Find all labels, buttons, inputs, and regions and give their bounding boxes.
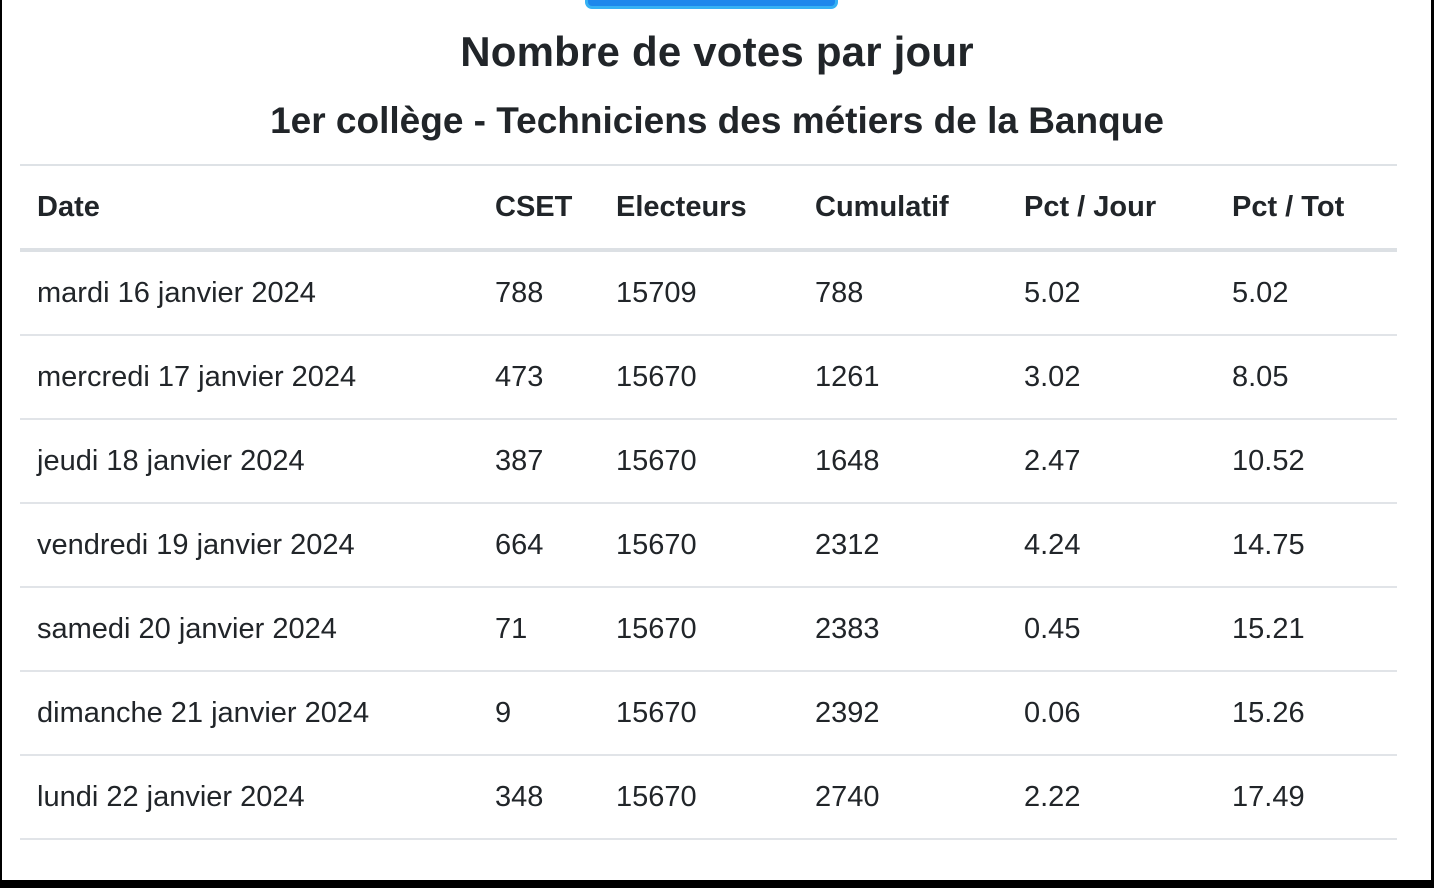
cell-pct-jour: 2.47: [1007, 419, 1215, 504]
cell-pct-jour: 4.24: [1007, 503, 1215, 588]
page-title: Nombre de votes par jour: [460, 28, 974, 75]
cell-date: samedi 20 janvier 2024: [20, 587, 478, 672]
cell-date: mardi 16 janvier 2024: [20, 250, 478, 336]
cell-electeurs: 15670: [599, 671, 798, 756]
cell-cset: 788: [478, 250, 599, 336]
cell-cumulatif: 1648: [798, 419, 1007, 504]
votes-per-day-table: Date CSET Electeurs Cumulatif Pct / Jour…: [20, 164, 1397, 840]
cell-pct-tot: 8.05: [1215, 335, 1397, 420]
cell-date: vendredi 19 janvier 2024: [20, 503, 478, 588]
table-body: mardi 16 janvier 2024 788 15709 788 5.02…: [20, 250, 1397, 840]
cell-pct-tot: 17.49: [1215, 755, 1397, 840]
col-header-cset: CSET: [478, 165, 599, 252]
cell-cumulatif: 2740: [798, 755, 1007, 840]
header-row: Date CSET Electeurs Cumulatif Pct / Jour…: [20, 165, 1397, 252]
cell-electeurs: 15670: [599, 419, 798, 504]
cell-cumulatif: 2392: [798, 671, 1007, 756]
cell-pct-jour: 2.22: [1007, 755, 1215, 840]
cell-cset: 387: [478, 419, 599, 504]
cell-cumulatif: 2312: [798, 503, 1007, 588]
cell-electeurs: 15670: [599, 587, 798, 672]
cell-pct-jour: 0.06: [1007, 671, 1215, 756]
cell-date: mercredi 17 janvier 2024: [20, 335, 478, 420]
cell-electeurs: 15709: [599, 250, 798, 336]
cell-date: jeudi 18 janvier 2024: [20, 419, 478, 504]
cell-cset: 9: [478, 671, 599, 756]
col-header-date: Date: [20, 165, 478, 252]
cell-electeurs: 15670: [599, 503, 798, 588]
cell-cset: 664: [478, 503, 599, 588]
table-row: lundi 22 janvier 2024 348 15670 2740 2.2…: [20, 755, 1397, 840]
partially-scrolled-button[interactable]: [585, 0, 838, 9]
cell-pct-tot: 15.21: [1215, 587, 1397, 672]
cell-pct-tot: 5.02: [1215, 250, 1397, 336]
screen-edge-bottom: [0, 880, 1434, 888]
cell-cumulatif: 1261: [798, 335, 1007, 420]
cell-cumulatif: 2383: [798, 587, 1007, 672]
cell-pct-jour: 3.02: [1007, 335, 1215, 420]
cell-pct-jour: 0.45: [1007, 587, 1215, 672]
cell-cumulatif: 788: [798, 250, 1007, 336]
table-header: Date CSET Electeurs Cumulatif Pct / Jour…: [20, 165, 1397, 252]
table-row: mercredi 17 janvier 2024 473 15670 1261 …: [20, 335, 1397, 420]
cell-cset: 71: [478, 587, 599, 672]
cell-cset: 348: [478, 755, 599, 840]
page-subtitle: 1er collège - Techniciens des métiers de…: [270, 100, 1164, 141]
cell-date: dimanche 21 janvier 2024: [20, 671, 478, 756]
table-row: vendredi 19 janvier 2024 664 15670 2312 …: [20, 503, 1397, 588]
screen-edge-left: [0, 0, 2, 888]
table-row: dimanche 21 janvier 2024 9 15670 2392 0.…: [20, 671, 1397, 756]
table-row: mardi 16 janvier 2024 788 15709 788 5.02…: [20, 250, 1397, 336]
screen-edge-right: [1431, 0, 1434, 888]
col-header-pct-tot: Pct / Tot: [1215, 165, 1397, 252]
col-header-pct-jour: Pct / Jour: [1007, 165, 1215, 252]
cell-pct-jour: 5.02: [1007, 250, 1215, 336]
cell-pct-tot: 15.26: [1215, 671, 1397, 756]
col-header-electeurs: Electeurs: [599, 165, 798, 252]
col-header-cumulatif: Cumulatif: [798, 165, 1007, 252]
cell-date: lundi 22 janvier 2024: [20, 755, 478, 840]
cell-cset: 473: [478, 335, 599, 420]
cell-pct-tot: 10.52: [1215, 419, 1397, 504]
table-row: samedi 20 janvier 2024 71 15670 2383 0.4…: [20, 587, 1397, 672]
cell-electeurs: 15670: [599, 755, 798, 840]
table-row: jeudi 18 janvier 2024 387 15670 1648 2.4…: [20, 419, 1397, 504]
cell-pct-tot: 14.75: [1215, 503, 1397, 588]
cell-electeurs: 15670: [599, 335, 798, 420]
